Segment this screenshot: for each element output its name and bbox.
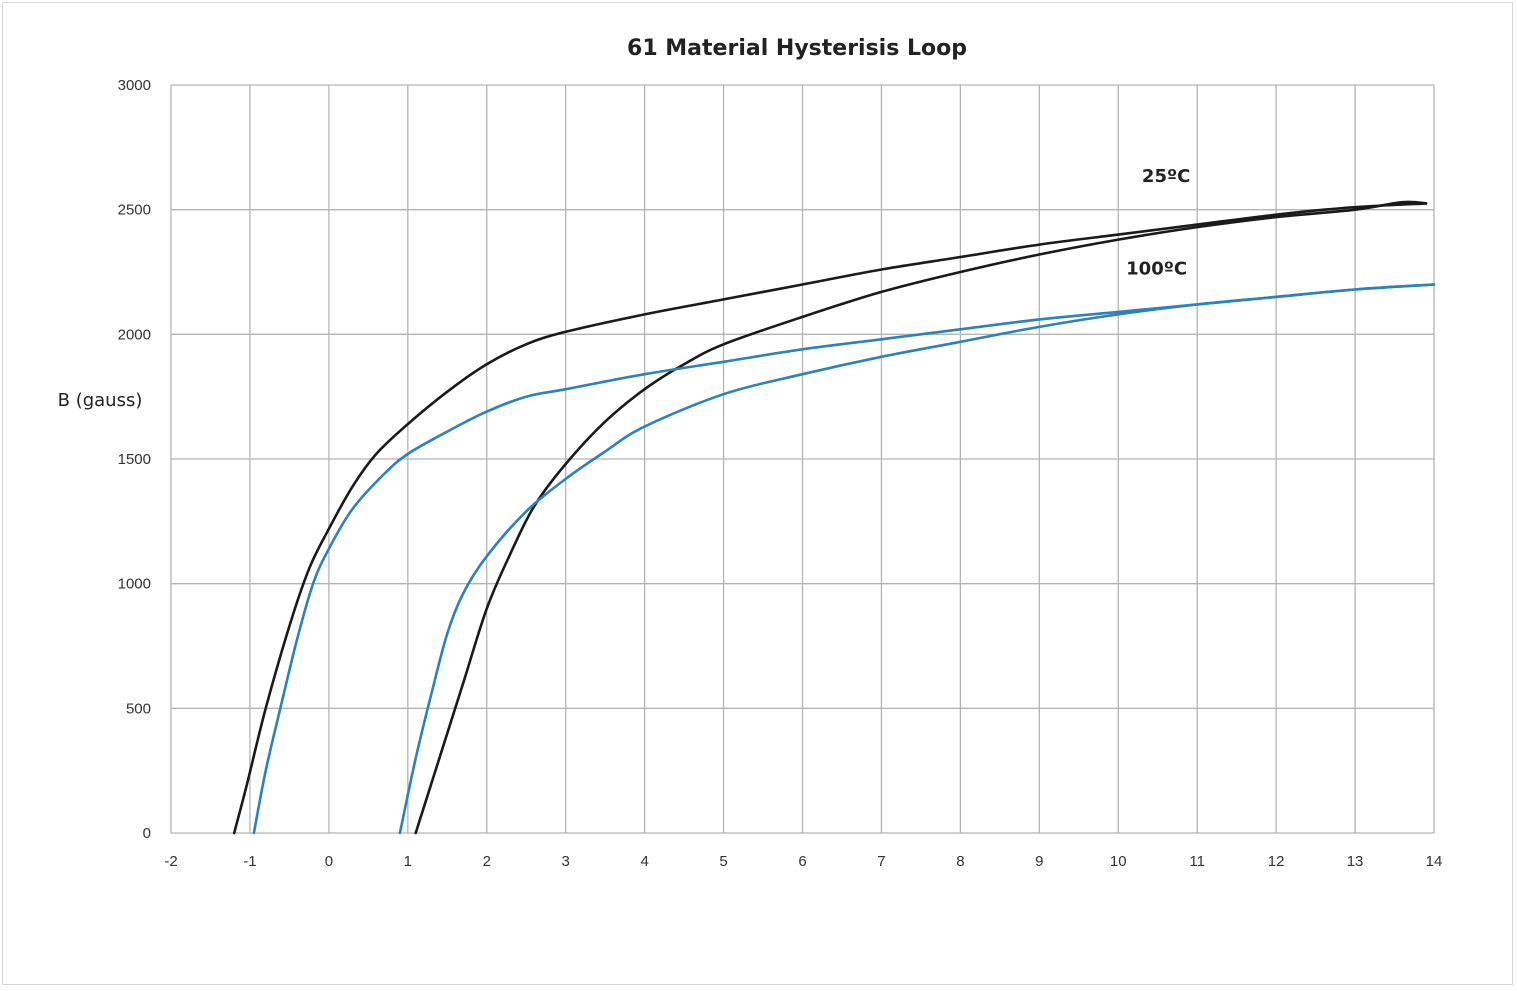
series-25c-upper-branch [232, 202, 1428, 835]
x-tick-label: 2 [483, 853, 491, 870]
x-tick-label: -2 [164, 853, 177, 870]
x-tick-label: 9 [1035, 853, 1043, 870]
x-tick-label: 10 [1110, 853, 1127, 870]
annotation-label: 100ºC [1126, 258, 1187, 279]
y-axis-label: B (gauss) [58, 390, 143, 411]
x-tick-label: 8 [956, 853, 964, 870]
y-tick-label: 1500 [118, 451, 151, 468]
x-tick-label: 7 [877, 853, 885, 870]
series-100c-upper-branch [252, 283, 1436, 835]
x-tick-label: 4 [640, 853, 648, 870]
y-tick-label: 500 [126, 700, 151, 717]
y-tick-label: 2500 [118, 202, 151, 219]
annotation-label: 25ºC [1142, 166, 1190, 187]
y-tick-label: 2000 [118, 326, 151, 343]
x-tick-label: 13 [1347, 853, 1364, 870]
series-100c-lower-branch [398, 283, 1436, 835]
x-tick-label: 14 [1426, 853, 1443, 870]
axis-tick-labels: -2 -1 0 1 2 3 4 5 6 7 8 9 10 11 12 13 140500100015002000… [118, 77, 1443, 870]
x-tick-label: 5 [719, 853, 727, 870]
x-tick-label: 0 [325, 853, 333, 870]
y-tick-label: 3000 [118, 77, 151, 94]
x-tick-label: 6 [798, 853, 806, 870]
y-tick-label: 0 [143, 825, 151, 842]
x-tick-label: 11 [1189, 853, 1205, 870]
x-tick-label: 12 [1268, 853, 1285, 870]
series-lines [232, 200, 1436, 835]
series-25c-lower-branch [414, 200, 1428, 835]
chart-title: 61 Material Hysterisis Loop [627, 36, 967, 61]
x-tick-label: 3 [562, 853, 570, 870]
x-tick-label: 1 [404, 853, 412, 870]
grid-lines [170, 84, 1435, 834]
annotations: 25ºC 100ºC [1126, 166, 1190, 279]
y-tick-label: 1000 [118, 576, 151, 593]
x-tick-label: -1 [243, 853, 256, 870]
